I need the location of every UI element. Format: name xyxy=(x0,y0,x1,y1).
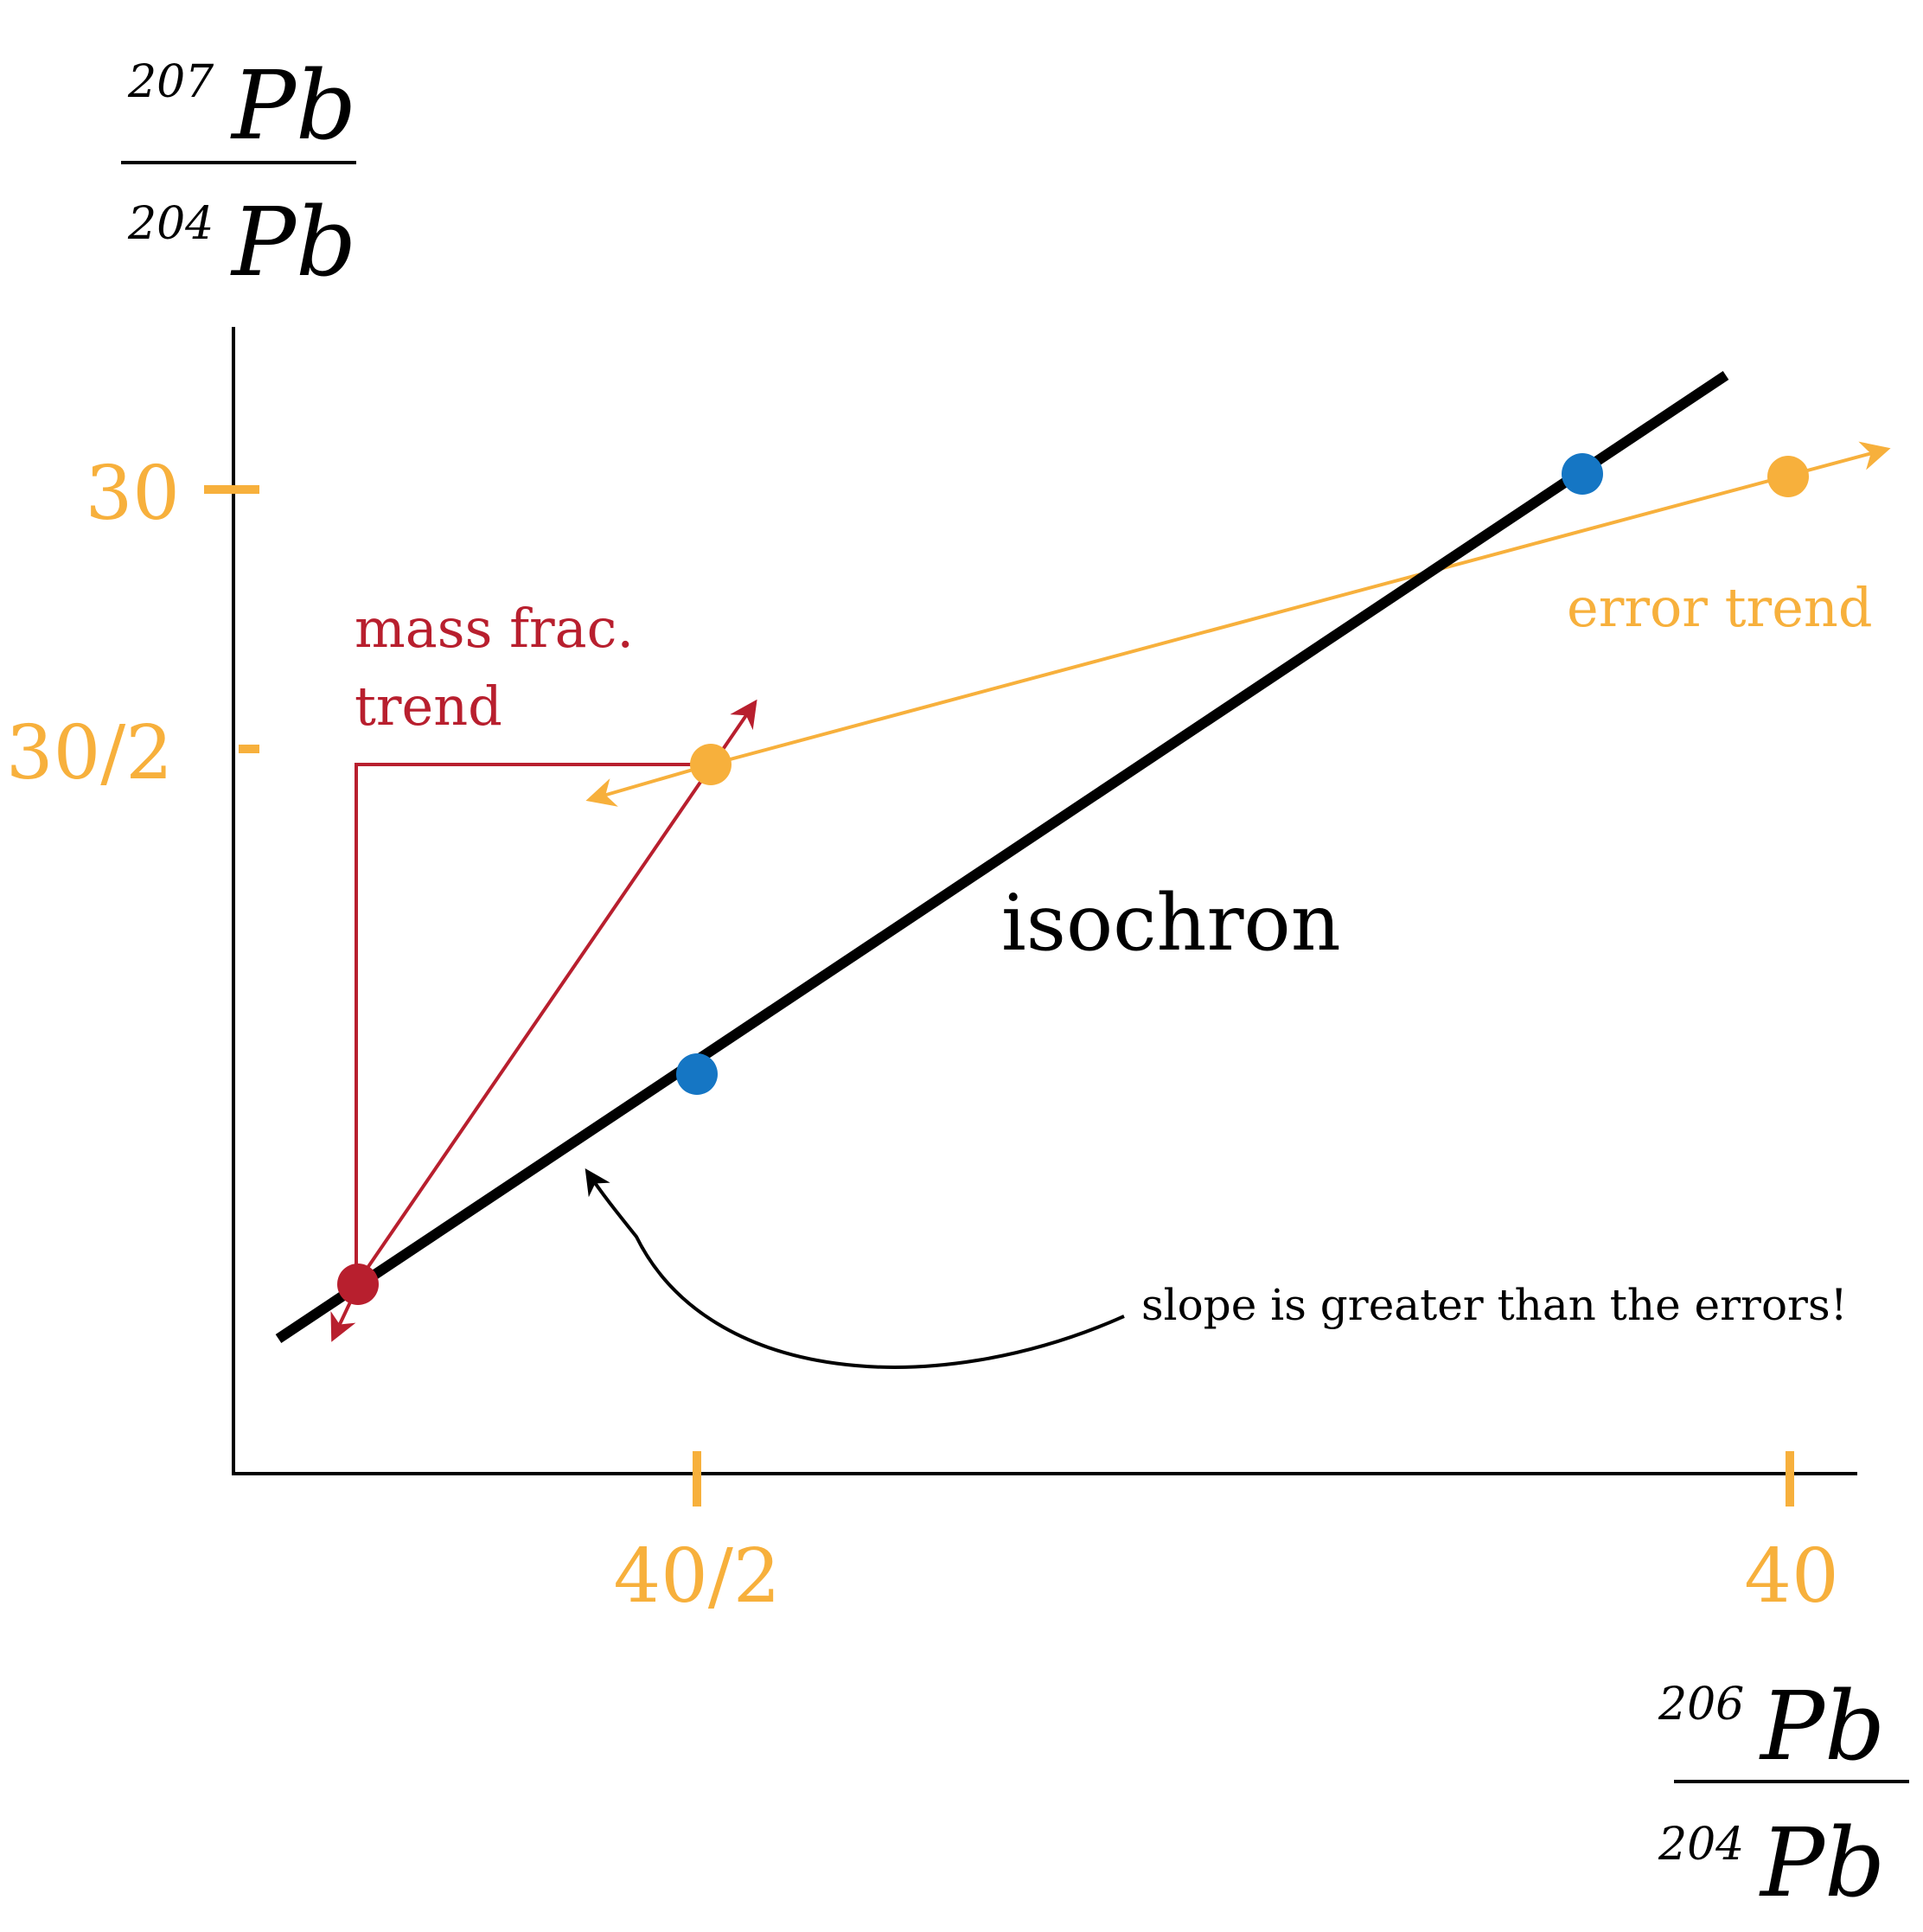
isochron-line xyxy=(275,371,1729,1343)
x-tick-label-40-half: 40/2 xyxy=(613,1533,780,1620)
sample-point-orange-mid xyxy=(690,744,732,785)
slope-note-label: slope is greater than the errors! xyxy=(1141,1280,1848,1330)
y-tick-label-30: 30 xyxy=(86,451,180,537)
y-tick-label-30-half: 30/2 xyxy=(6,710,173,796)
mass-frac-trend-arrow xyxy=(355,699,757,1286)
mass-frac-bracket xyxy=(355,763,709,1284)
sample-point-red xyxy=(337,1263,379,1305)
x-label-numerator-element: Pb xyxy=(1759,1671,1885,1782)
mass-frac-label-line2: trend xyxy=(355,675,502,738)
y-label-denominator-mass: 204 xyxy=(127,198,214,250)
sample-point-blue-high xyxy=(1562,453,1603,495)
slope-note-arrow xyxy=(585,1168,1125,1369)
error-trend-label: error trend xyxy=(1567,576,1873,639)
y-label-numerator-mass: 207 xyxy=(127,56,214,108)
isochron-label: isochron xyxy=(1001,878,1341,969)
sample-point-blue-low xyxy=(676,1053,718,1095)
y-axis-label: 207 Pb 204 Pb xyxy=(121,50,356,297)
x-label-denominator-element: Pb xyxy=(1759,1807,1885,1918)
y-label-numerator-element: Pb xyxy=(230,50,356,161)
sample-point-orange-right xyxy=(1767,456,1809,497)
error-trend-line xyxy=(710,441,1891,766)
x-tick-label-40: 40 xyxy=(1744,1533,1838,1620)
x-label-denominator-mass: 204 xyxy=(1658,1819,1744,1871)
x-label-numerator-mass: 206 xyxy=(1658,1679,1744,1730)
y-label-denominator-element: Pb xyxy=(230,187,356,297)
mass-frac-label-line1: mass frac. xyxy=(355,597,634,660)
x-axis-label: 206 Pb 204 Pb xyxy=(1658,1671,1909,1918)
